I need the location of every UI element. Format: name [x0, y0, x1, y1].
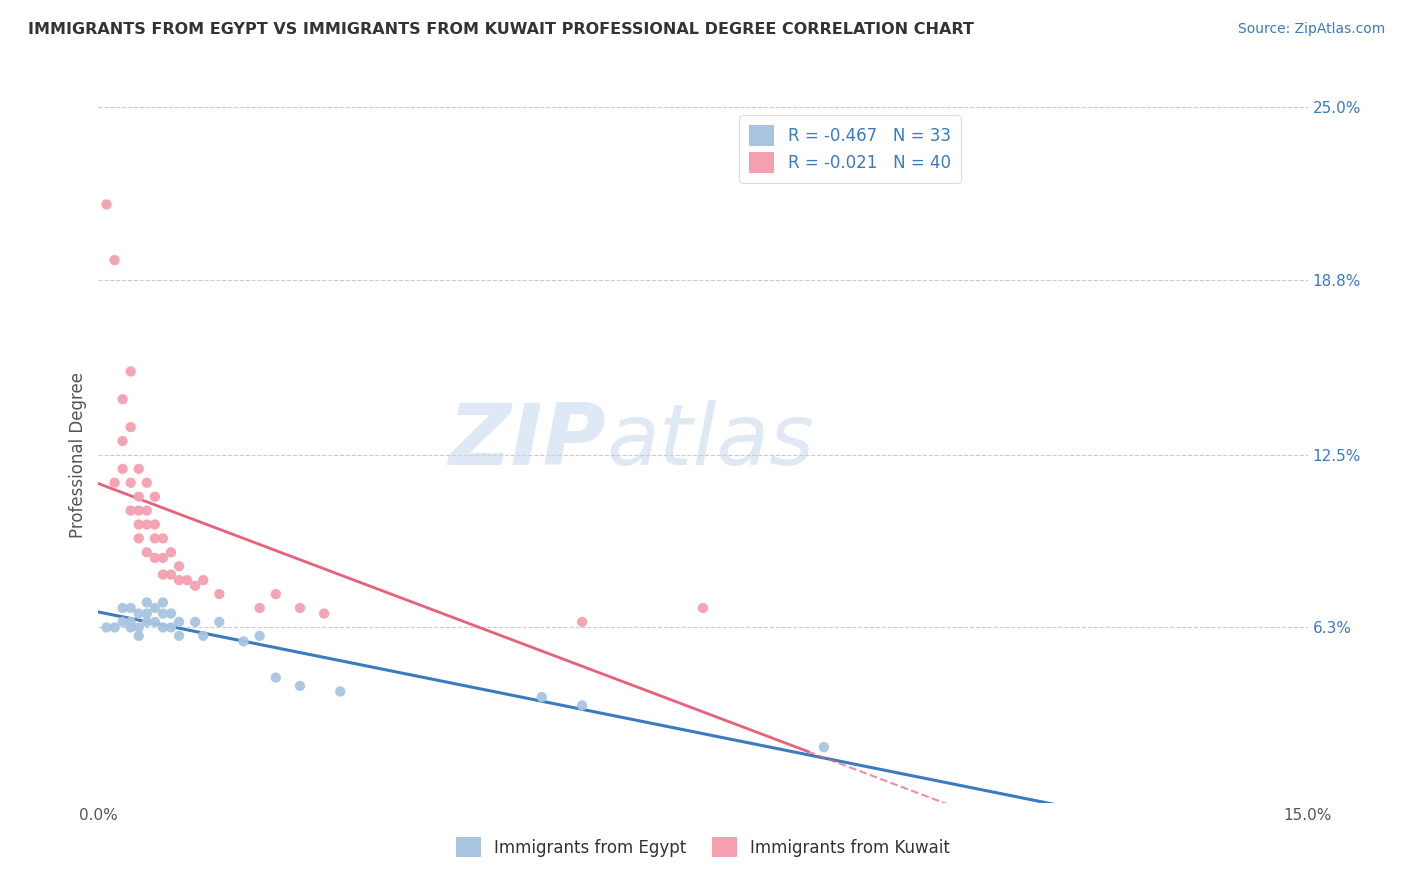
- Point: [128, 490, 150, 504]
- Point: [249, 601, 271, 615]
- Point: [143, 615, 166, 629]
- Point: [152, 595, 174, 609]
- Point: [160, 567, 183, 582]
- Point: [120, 364, 142, 378]
- Point: [135, 607, 157, 621]
- Point: [329, 684, 352, 698]
- Point: [128, 620, 150, 634]
- Point: [167, 559, 190, 574]
- Point: [288, 601, 311, 615]
- Point: [571, 615, 593, 629]
- Point: [120, 601, 142, 615]
- Point: [193, 629, 215, 643]
- Point: [143, 601, 166, 615]
- Point: [103, 253, 125, 268]
- Point: [232, 634, 254, 648]
- Point: [152, 567, 174, 582]
- Text: atlas: atlas: [606, 400, 814, 483]
- Text: IMMIGRANTS FROM EGYPT VS IMMIGRANTS FROM KUWAIT PROFESSIONAL DEGREE CORRELATION : IMMIGRANTS FROM EGYPT VS IMMIGRANTS FROM…: [28, 22, 974, 37]
- Point: [167, 573, 190, 587]
- Point: [128, 462, 150, 476]
- Point: [128, 503, 150, 517]
- Point: [128, 532, 150, 546]
- Point: [128, 607, 150, 621]
- Point: [152, 620, 174, 634]
- Point: [135, 615, 157, 629]
- Point: [314, 607, 336, 621]
- Point: [143, 550, 166, 565]
- Point: [692, 601, 714, 615]
- Point: [208, 587, 231, 601]
- Point: [193, 573, 215, 587]
- Point: [111, 615, 134, 629]
- Point: [813, 740, 835, 755]
- Point: [152, 532, 174, 546]
- Point: [571, 698, 593, 713]
- Point: [120, 503, 142, 517]
- Y-axis label: Professional Degree: Professional Degree: [69, 372, 87, 538]
- Point: [167, 615, 190, 629]
- Point: [249, 629, 271, 643]
- Point: [96, 620, 118, 634]
- Point: [143, 490, 166, 504]
- Point: [103, 475, 125, 490]
- Point: [103, 620, 125, 634]
- Point: [530, 690, 553, 704]
- Point: [135, 475, 157, 490]
- Point: [184, 579, 207, 593]
- Point: [120, 615, 142, 629]
- Point: [160, 545, 183, 559]
- Point: [152, 550, 174, 565]
- Point: [167, 629, 190, 643]
- Point: [143, 517, 166, 532]
- Point: [143, 532, 166, 546]
- Point: [135, 503, 157, 517]
- Point: [120, 475, 142, 490]
- Point: [120, 420, 142, 434]
- Point: [120, 620, 142, 634]
- Point: [176, 573, 198, 587]
- Point: [184, 615, 207, 629]
- Point: [152, 607, 174, 621]
- Text: ZIP: ZIP: [449, 400, 606, 483]
- Text: Source: ZipAtlas.com: Source: ZipAtlas.com: [1237, 22, 1385, 37]
- Point: [135, 517, 157, 532]
- Point: [264, 671, 287, 685]
- Point: [264, 587, 287, 601]
- Point: [111, 462, 134, 476]
- Point: [128, 629, 150, 643]
- Point: [135, 545, 157, 559]
- Point: [160, 607, 183, 621]
- Point: [96, 197, 118, 211]
- Point: [128, 517, 150, 532]
- Point: [135, 595, 157, 609]
- Point: [208, 615, 231, 629]
- Point: [111, 601, 134, 615]
- Point: [160, 620, 183, 634]
- Point: [111, 392, 134, 407]
- Legend: Immigrants from Egypt, Immigrants from Kuwait: Immigrants from Egypt, Immigrants from K…: [450, 830, 956, 864]
- Point: [111, 434, 134, 448]
- Point: [288, 679, 311, 693]
